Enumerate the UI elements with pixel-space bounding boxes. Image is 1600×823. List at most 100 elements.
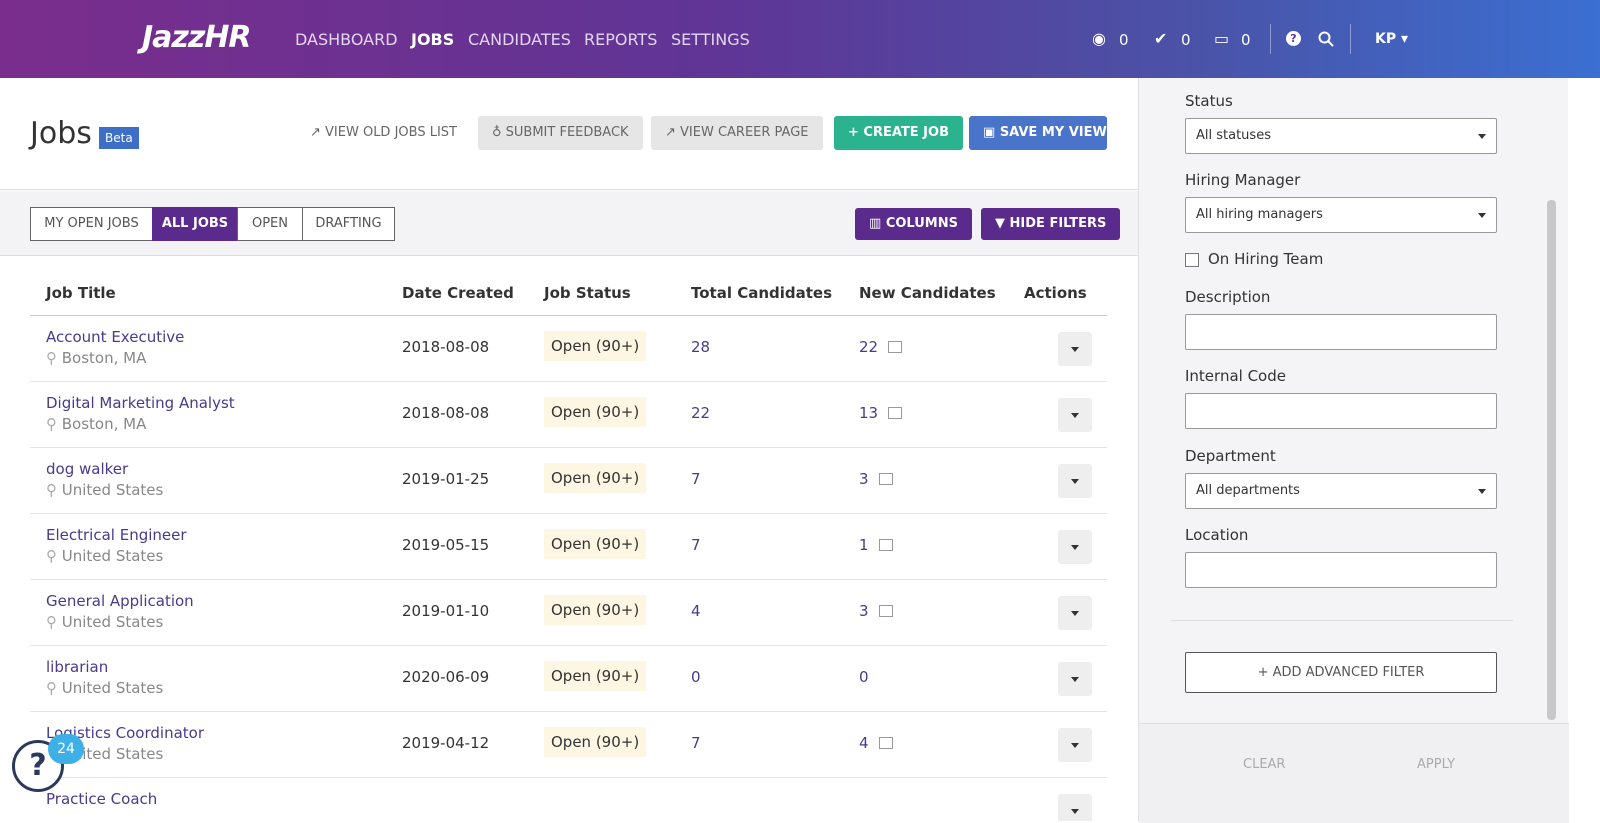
job-title[interactable]: General Application bbox=[46, 592, 194, 610]
divider bbox=[1270, 24, 1271, 54]
save-my-view[interactable]: ▣ SAVE MY VIEW bbox=[969, 116, 1107, 150]
department-select[interactable]: All departments bbox=[1185, 473, 1497, 509]
submit-feedback[interactable]: ♁ SUBMIT FEEDBACK bbox=[478, 116, 643, 150]
hide-filters-button[interactable]: ▼ HIDE FILTERS bbox=[981, 208, 1121, 240]
actions-dropdown[interactable] bbox=[1058, 464, 1092, 498]
apply-button[interactable]: APPLY bbox=[1417, 757, 1456, 772]
pipeline-icon[interactable] bbox=[888, 341, 903, 353]
job-title[interactable]: Logistics Coordinator bbox=[46, 724, 204, 742]
pipeline-icon[interactable] bbox=[878, 737, 893, 749]
actions-dropdown[interactable] bbox=[1058, 794, 1092, 821]
total-candidates[interactable]: 0 bbox=[691, 668, 701, 686]
pipeline-icon[interactable] bbox=[878, 605, 893, 617]
column-header[interactable]: Total Candidates bbox=[691, 284, 833, 302]
status-select[interactable]: All statuses bbox=[1185, 118, 1497, 154]
checkbox-label: On Hiring Team bbox=[1208, 250, 1324, 268]
new-count[interactable]: 4 bbox=[859, 734, 869, 752]
counter-icon[interactable]: ✔ bbox=[1154, 29, 1168, 48]
caret bbox=[1071, 809, 1079, 814]
beta-badge: Beta bbox=[99, 127, 139, 149]
job-title[interactable]: Practice Coach bbox=[46, 790, 158, 808]
column-header[interactable]: Job Title bbox=[46, 284, 116, 302]
pipeline-icon[interactable] bbox=[888, 407, 903, 419]
total-candidates[interactable]: 7 bbox=[691, 470, 701, 488]
new-count[interactable]: 0 bbox=[859, 668, 869, 686]
new-candidates: 22 bbox=[859, 338, 903, 356]
add-advanced-filter[interactable]: + ADD ADVANCED FILTER bbox=[1185, 652, 1497, 693]
new-count[interactable]: 3 bbox=[859, 470, 869, 488]
pin-icon: ⚲ bbox=[46, 415, 62, 433]
help-widget[interactable]: ? bbox=[12, 740, 64, 792]
job-title[interactable]: Digital Marketing Analyst bbox=[46, 394, 235, 412]
logo[interactable]: JazzHR bbox=[142, 20, 252, 55]
counter-icon[interactable]: ◉ bbox=[1092, 29, 1106, 48]
user-menu[interactable]: KP ▾ bbox=[1375, 31, 1409, 47]
pin-icon: ⚲ bbox=[46, 679, 62, 697]
location-text: Boston, MA bbox=[61, 349, 147, 367]
column-header[interactable]: New Candidates bbox=[859, 284, 996, 302]
search-icon[interactable] bbox=[1318, 31, 1334, 47]
filter-label: Status bbox=[1185, 92, 1233, 110]
caret bbox=[1071, 677, 1079, 682]
nav-item[interactable]: JOBS bbox=[411, 30, 455, 49]
jobs-table: Job Title Date Created Job Status Total Can… bbox=[0, 78, 1138, 821]
total-candidates[interactable]: 7 bbox=[691, 536, 701, 554]
total-candidates[interactable]: 22 bbox=[691, 404, 711, 422]
new-count[interactable]: 3 bbox=[859, 602, 869, 620]
counter-icon[interactable]: ▭ bbox=[1214, 29, 1230, 48]
label: SUBMIT FEEDBACK bbox=[505, 125, 629, 140]
new-count[interactable]: 22 bbox=[859, 338, 879, 356]
new-candidates: 3 bbox=[859, 470, 893, 488]
code-input[interactable] bbox=[1185, 393, 1497, 429]
tab[interactable]: ALL JOBS bbox=[152, 207, 238, 241]
actions-dropdown[interactable] bbox=[1058, 596, 1092, 630]
view-old-jobs[interactable]: ↗ VIEW OLD JOBS LIST bbox=[310, 125, 457, 140]
columns-button[interactable]: ▥ COLUMNS bbox=[855, 208, 972, 240]
nav-item[interactable]: SETTINGS bbox=[671, 30, 750, 49]
divider bbox=[1171, 620, 1513, 621]
nav-item[interactable]: DASHBOARD bbox=[295, 30, 398, 49]
total-candidates[interactable]: 7 bbox=[691, 734, 701, 752]
clear-button[interactable]: CLEAR bbox=[1243, 757, 1286, 772]
label: VIEW CAREER PAGE bbox=[680, 125, 809, 140]
tab[interactable]: MY OPEN JOBS bbox=[30, 207, 153, 241]
actions-dropdown[interactable] bbox=[1058, 530, 1092, 564]
create-job[interactable]: + CREATE JOB bbox=[834, 116, 963, 150]
actions-dropdown[interactable] bbox=[1058, 332, 1092, 366]
new-count[interactable]: 1 bbox=[859, 536, 869, 554]
select-value: All hiring managers bbox=[1196, 207, 1323, 222]
pipeline-icon[interactable] bbox=[878, 539, 893, 551]
column-header[interactable]: Date Created bbox=[402, 284, 514, 302]
nav-item[interactable]: REPORTS bbox=[584, 30, 658, 49]
pipeline-icon[interactable] bbox=[878, 473, 893, 485]
filter-label: Hiring Manager bbox=[1185, 171, 1301, 189]
location-input[interactable] bbox=[1185, 552, 1497, 588]
job-title[interactable]: dog walker bbox=[46, 460, 129, 478]
help-icon[interactable]: ? bbox=[1286, 31, 1301, 46]
job-title[interactable]: Account Executive bbox=[46, 328, 185, 346]
counter: 0 bbox=[1119, 31, 1129, 49]
description-input[interactable] bbox=[1185, 314, 1497, 350]
date-created: 2018-08-08 bbox=[402, 404, 490, 422]
caret bbox=[1071, 347, 1079, 352]
tab[interactable]: DRAFTING bbox=[302, 207, 395, 241]
nav-item[interactable]: CANDIDATES bbox=[468, 30, 571, 49]
actions-dropdown[interactable] bbox=[1058, 398, 1092, 432]
manager-select[interactable]: All hiring managers bbox=[1185, 197, 1497, 233]
job-title[interactable]: librarian bbox=[46, 658, 109, 676]
caret bbox=[1071, 413, 1079, 418]
column-header[interactable]: Job Status bbox=[544, 284, 631, 302]
total-candidates[interactable]: 4 bbox=[691, 602, 701, 620]
job-title[interactable]: Electrical Engineer bbox=[46, 526, 187, 544]
view-career-page[interactable]: ↗ VIEW CAREER PAGE bbox=[651, 116, 823, 150]
total-candidates[interactable]: 28 bbox=[691, 338, 711, 356]
tab[interactable]: OPEN bbox=[237, 207, 303, 241]
actions-dropdown[interactable] bbox=[1058, 662, 1092, 696]
location-text: Boston, MA bbox=[61, 415, 147, 433]
checkbox[interactable] bbox=[1185, 253, 1199, 267]
label: SAVE MY VIEW bbox=[999, 125, 1107, 140]
date-created: 2018-08-08 bbox=[402, 338, 490, 356]
new-count[interactable]: 13 bbox=[859, 404, 879, 422]
job-status: Open (90+) bbox=[544, 727, 647, 757]
actions-dropdown[interactable] bbox=[1058, 728, 1092, 762]
